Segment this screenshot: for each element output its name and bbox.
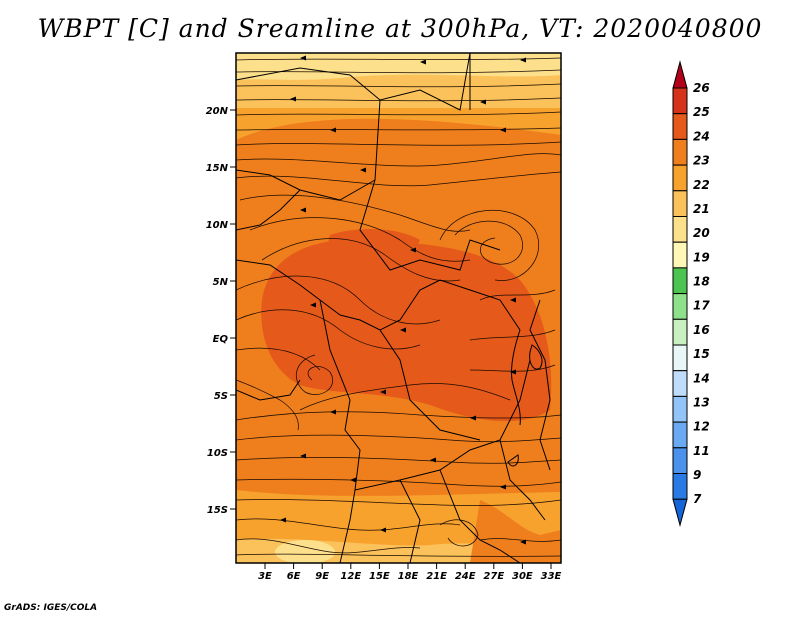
colorbar-swatch	[672, 190, 688, 218]
colorbar-label: 7	[693, 492, 702, 506]
colorbar-swatch	[672, 216, 688, 243]
lon-label: 9E	[315, 571, 329, 582]
longitude-labels: 3E 6E 9E 12E 15E 18E 21E 24E 27E 30E 33E	[258, 563, 562, 582]
arrowheads	[280, 55, 526, 545]
latitude-labels: 20N 15N 10N 5N EQ 5S 10S 15S	[206, 106, 236, 516]
lat-label: 5S	[214, 391, 228, 402]
colorbar-swatch	[672, 113, 688, 140]
grads-credit: GrADS: IGES/COLA	[4, 603, 98, 613]
field-core-hot	[261, 239, 552, 422]
lat-label: EQ	[213, 334, 229, 345]
colorbar-swatch	[672, 267, 688, 295]
colorbar-swatch	[672, 138, 688, 166]
colorbar: 26 25 24 23 22 21 20 19 18 17 16 15 14 13 12 11 9 7	[672, 60, 710, 528]
colorbar-label: 23	[693, 154, 710, 168]
colorbar-label: 19	[693, 250, 710, 264]
colorbar-min-arrow	[672, 498, 688, 528]
colorbar-label: 9	[693, 468, 701, 482]
colorbar-label: 21	[693, 202, 710, 216]
colorbar-label: 26	[693, 81, 710, 95]
colorbar-label: 24	[693, 129, 710, 143]
colorbar-swatch	[672, 318, 688, 346]
map-title: WBPT [C] and Sreamline at 300hPa, VT: 20…	[37, 14, 763, 43]
colorbar-label: 22	[693, 178, 710, 192]
colorbar-label: 18	[693, 275, 710, 289]
lat-label: 15S	[207, 505, 228, 516]
lon-label: 6E	[287, 571, 301, 582]
colorbar-swatch	[672, 421, 688, 449]
colorbar-label: 12	[693, 420, 710, 434]
colorbar-label: 16	[693, 323, 710, 337]
colorbar-label: 20	[693, 226, 710, 240]
lon-label: 12E	[340, 571, 361, 582]
colorbar-swatch	[672, 344, 688, 372]
colorbar-swatch	[672, 87, 688, 115]
lat-label: 20N	[206, 106, 229, 117]
lon-label: 33E	[541, 571, 562, 582]
lon-label: 27E	[483, 571, 504, 582]
lat-label: 10S	[207, 448, 228, 459]
colorbar-label: 11	[693, 444, 710, 458]
colorbar-swatch	[672, 241, 688, 269]
colorbar-label: 15	[693, 347, 710, 361]
lat-label: 15N	[206, 163, 229, 174]
colorbar-label: 17	[693, 299, 710, 313]
lon-label: 21E	[426, 571, 447, 582]
field-sw-cool	[275, 540, 335, 563]
map-frame	[235, 52, 562, 564]
lon-label: 15E	[369, 571, 390, 582]
lon-label: 18E	[398, 571, 419, 582]
colorbar-swatch	[672, 473, 688, 500]
lat-label: 10N	[206, 220, 229, 231]
colorbar-label: 14	[693, 371, 710, 385]
field-east-warm	[470, 500, 561, 563]
lon-label: 3E	[258, 571, 272, 582]
colorbar-swatch	[672, 447, 688, 474]
colorbar-label: 13	[693, 395, 710, 409]
colorbar-label: 25	[693, 105, 710, 119]
colorbar-swatch	[672, 395, 688, 423]
lat-label: 5N	[213, 277, 229, 288]
lon-label: 30E	[512, 571, 533, 582]
country-borders	[236, 53, 551, 563]
colorbar-max-arrow	[672, 60, 688, 89]
wbpt-field	[236, 53, 561, 563]
colorbar-swatch	[672, 293, 688, 320]
colorbar-swatch	[672, 164, 688, 192]
lakes	[507, 329, 543, 467]
lon-label: 24E	[455, 571, 476, 582]
colorbar-swatch	[672, 370, 688, 397]
streamlines	[236, 57, 561, 557]
